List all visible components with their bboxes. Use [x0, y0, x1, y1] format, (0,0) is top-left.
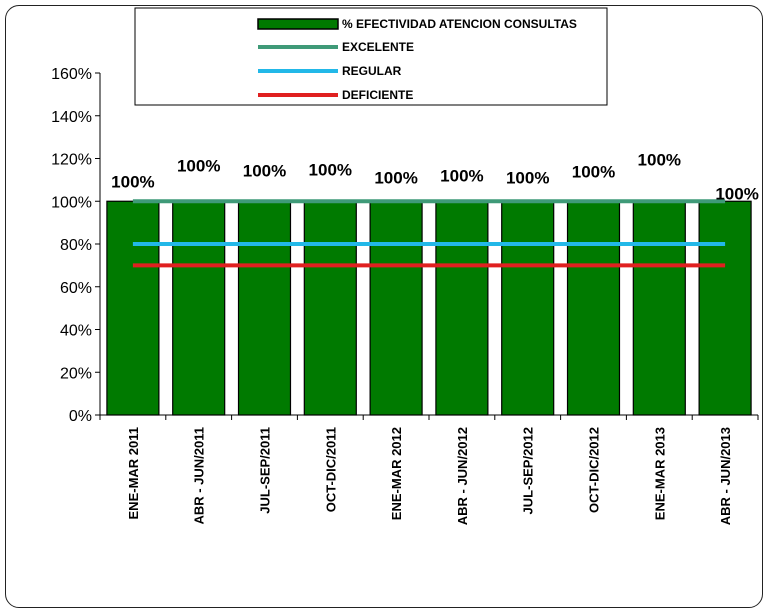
- y-tick-label: 20%: [60, 365, 92, 382]
- legend-label: REGULAR: [342, 64, 402, 78]
- y-tick-label: 140%: [51, 109, 92, 126]
- x-tick-label: ABR - JUN/2011: [192, 427, 207, 525]
- bar-7: [566, 200, 621, 416]
- bar-8: [632, 200, 686, 416]
- x-tick-label: JUL-SEP/2012: [521, 427, 536, 514]
- bar-0: [106, 200, 160, 416]
- x-tick-label: OCT-DIC/2012: [587, 427, 602, 513]
- y-tick-label: 0%: [69, 408, 92, 425]
- data-label: 100%: [309, 160, 352, 179]
- y-tick-label: 60%: [60, 280, 92, 297]
- x-tick-label: ABR - JUN/2013: [718, 427, 733, 525]
- data-label: 100%: [440, 166, 483, 185]
- y-tick-label: 100%: [51, 194, 92, 211]
- x-tick-label: ENE-MAR 2012: [389, 427, 404, 520]
- y-tick-label: 160%: [51, 66, 92, 83]
- legend-label: DEFICIENTE: [342, 88, 413, 102]
- data-label: 100%: [638, 150, 681, 169]
- legend-box: [134, 7, 608, 106]
- data-label: 100%: [572, 162, 615, 181]
- data-label: 100%: [374, 168, 417, 187]
- legend-swatch-bar: [257, 18, 339, 30]
- x-tick-label: ENE-MAR 2011: [126, 427, 141, 519]
- data-label: 100%: [715, 184, 758, 203]
- x-tick-label: ABR - JUN/2012: [455, 427, 470, 525]
- bar-5: [435, 200, 489, 416]
- bar-6: [501, 200, 555, 416]
- x-tick-label: JUL-SEP/2011: [258, 427, 273, 514]
- x-tick-label: ENE-MAR 2013: [652, 427, 667, 520]
- legend-label: EXCELENTE: [342, 40, 414, 54]
- bar-3: [303, 200, 357, 416]
- bar-9: [698, 200, 752, 416]
- data-label: 100%: [243, 161, 286, 180]
- y-tick-label: 40%: [60, 323, 92, 340]
- y-tick-label: 80%: [60, 237, 92, 254]
- bar-4: [369, 200, 423, 416]
- data-label: 100%: [111, 172, 154, 191]
- legend-label: % EFECTIVIDAD ATENCION CONSULTAS: [342, 17, 577, 31]
- data-label: 100%: [506, 168, 549, 187]
- data-label: 100%: [177, 156, 220, 175]
- y-tick-label: 120%: [51, 152, 92, 169]
- x-tick-label: OCT-DIC/2011: [323, 427, 338, 512]
- bar-2: [237, 200, 292, 416]
- bar-1: [172, 200, 226, 416]
